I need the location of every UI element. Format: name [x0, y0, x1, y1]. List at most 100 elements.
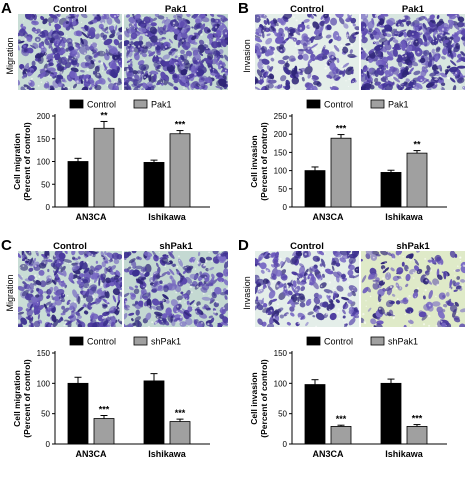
membrane-pore — [380, 47, 382, 49]
stained-cell — [29, 303, 33, 311]
stained-cell — [335, 68, 342, 75]
stained-cell — [377, 294, 382, 303]
stained-cell — [427, 259, 437, 264]
membrane-pore — [293, 34, 296, 37]
membrane-pore — [148, 47, 150, 49]
membrane-pore — [140, 271, 143, 274]
stained-cell — [124, 30, 130, 38]
membrane-pore — [262, 304, 264, 306]
membrane-pore — [449, 290, 451, 292]
stained-cell — [108, 306, 117, 314]
legend: Control shPak1 — [69, 337, 181, 347]
membrane-pore — [152, 284, 154, 286]
stained-cell — [66, 299, 71, 306]
membrane-pore — [382, 277, 385, 280]
stained-cell — [58, 296, 65, 303]
stained-cell — [166, 271, 171, 275]
membrane-pore — [391, 72, 392, 74]
stained-cell — [326, 74, 333, 79]
membrane-pore — [24, 259, 27, 261]
y-tick-label: 200 — [37, 112, 51, 121]
stained-cell — [319, 302, 326, 307]
stained-cell — [437, 310, 445, 319]
membrane-pore — [298, 47, 300, 49]
stained-cell — [18, 322, 23, 327]
membrane-pore — [364, 48, 367, 51]
stained-cell — [200, 23, 206, 31]
stained-cell — [118, 41, 122, 49]
stained-cell — [161, 313, 168, 319]
stained-cell — [434, 55, 439, 63]
membrane-pore — [263, 15, 265, 17]
stained-cell — [292, 280, 297, 288]
stained-cell — [216, 14, 226, 18]
stained-cell — [379, 44, 382, 48]
stained-cell — [417, 75, 425, 83]
membrane-pore — [426, 15, 429, 18]
membrane-pore — [18, 322, 21, 325]
membrane-pore — [94, 271, 96, 273]
membrane-pore — [219, 37, 222, 40]
stained-cell — [83, 74, 90, 80]
membrane-pore — [31, 321, 34, 324]
stained-cell — [384, 83, 393, 90]
stained-cell — [264, 84, 270, 90]
stained-cell — [58, 37, 64, 46]
stained-cell — [266, 65, 273, 72]
membrane-pore — [390, 65, 392, 67]
membrane-pore — [162, 299, 165, 301]
stained-cell — [413, 258, 420, 266]
membrane-pore — [158, 85, 160, 87]
stained-cell — [71, 251, 76, 256]
membrane-pore — [381, 81, 384, 84]
stained-cell — [332, 87, 339, 90]
stained-cell — [37, 73, 42, 78]
stained-cell — [352, 23, 356, 27]
stained-cell — [131, 318, 134, 322]
membrane-pore — [266, 82, 269, 85]
stained-cell — [179, 321, 187, 327]
stained-cell — [40, 47, 47, 54]
stained-cell — [442, 48, 448, 56]
stained-cell — [221, 315, 228, 324]
stained-cell — [134, 14, 141, 20]
membrane-pore — [311, 79, 314, 81]
stained-cell — [193, 14, 199, 20]
stained-cell — [458, 75, 465, 79]
stained-cell — [224, 54, 228, 62]
membrane-pore — [324, 252, 326, 255]
stained-cell — [211, 273, 215, 279]
membrane-pore — [384, 262, 386, 264]
stained-cell — [124, 292, 130, 298]
stained-cell — [457, 16, 465, 23]
membrane-pore — [66, 35, 68, 37]
stained-cell — [258, 79, 265, 85]
stained-cell — [156, 287, 161, 291]
membrane-pore — [101, 70, 104, 72]
membrane-pore — [462, 41, 464, 43]
stained-cell — [405, 283, 409, 288]
membrane-pore — [113, 15, 117, 18]
stained-cell — [56, 74, 64, 80]
stained-cell — [403, 15, 411, 21]
stained-cell — [134, 316, 142, 322]
stained-cell — [342, 309, 346, 315]
membrane-pore — [141, 74, 144, 76]
stained-cell — [78, 280, 85, 286]
stained-cell — [165, 46, 172, 50]
stained-cell — [58, 49, 65, 55]
membrane-pore — [128, 307, 131, 309]
stained-cell — [186, 300, 190, 305]
membrane-pores — [255, 251, 358, 327]
stained-cell — [267, 83, 274, 89]
stained-cell — [165, 299, 170, 304]
membrane-pore — [407, 268, 409, 271]
y-axis-label: Cell migration(Percent of control) — [12, 359, 32, 438]
stained-cell — [21, 289, 29, 297]
stained-cell — [256, 283, 262, 288]
membrane-pore — [458, 43, 460, 45]
membrane-pore — [124, 28, 126, 31]
stained-cell — [30, 289, 34, 294]
membrane-pore — [94, 83, 96, 86]
membrane-pore — [422, 81, 424, 83]
